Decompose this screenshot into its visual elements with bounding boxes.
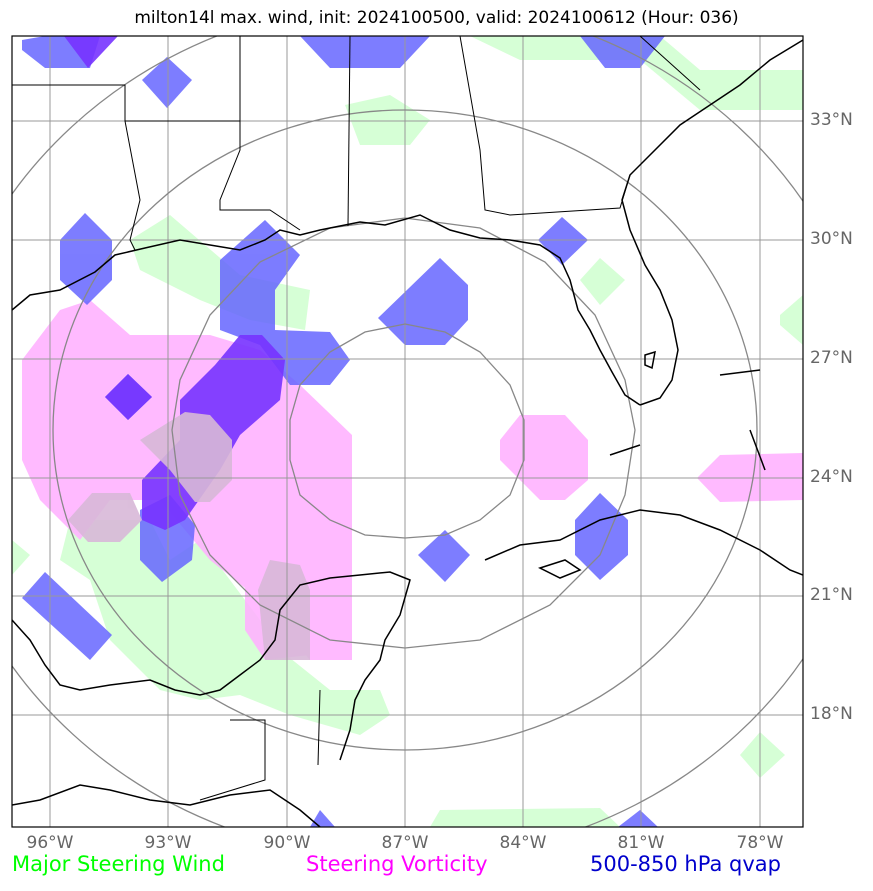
graticule <box>12 36 803 827</box>
state-borders <box>12 36 701 801</box>
lon-label-96: 96°W <box>26 833 74 853</box>
map-title: milton14l max. wind, init: 2024100500, v… <box>134 8 739 28</box>
legend-steering-wind: Major Steering Wind <box>12 852 225 876</box>
lat-label-33: 33°N <box>810 110 853 130</box>
mixed-regions <box>68 412 310 660</box>
lat-label-27: 27°N <box>810 348 853 368</box>
lon-label-90: 90°W <box>263 833 311 853</box>
lon-label-93: 93°W <box>144 833 192 853</box>
lat-label-30: 30°N <box>810 229 853 249</box>
legend-qvap: 500-850 hPa qvap <box>590 852 781 876</box>
range-rings <box>12 36 803 827</box>
coastlines <box>12 39 803 827</box>
lat-label-18: 18°N <box>810 704 853 724</box>
lon-label-78: 78°W <box>736 833 784 853</box>
legend-steering-vorticity: Steering Vorticity <box>306 852 488 876</box>
map-frame <box>11 35 804 828</box>
lon-label-87: 87°W <box>381 833 429 853</box>
lat-label-24: 24°N <box>810 467 853 487</box>
lon-label-81: 81°W <box>617 833 665 853</box>
lat-label-21: 21°N <box>810 585 853 605</box>
lon-label-84: 84°W <box>499 833 547 853</box>
